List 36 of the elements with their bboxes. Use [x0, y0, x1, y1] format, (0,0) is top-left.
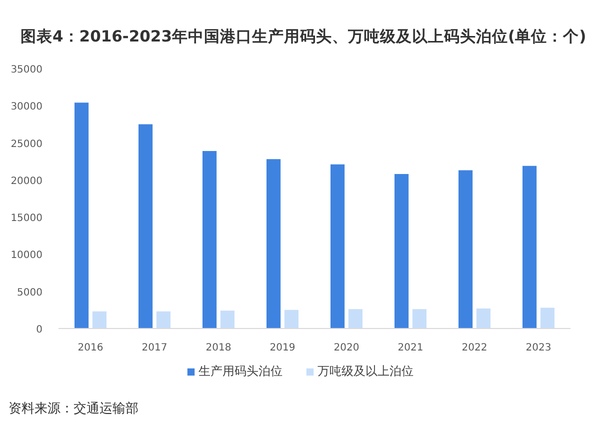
bar: [348, 309, 362, 328]
y-tick-label: 35000: [10, 64, 42, 76]
y-tick-label: 10000: [10, 250, 42, 262]
x-tick-label: 2019: [270, 342, 296, 354]
bar: [202, 150, 217, 328]
bar: [220, 310, 234, 328]
x-tick-label: 2016: [78, 342, 104, 354]
bar: [138, 124, 153, 328]
bar: [284, 310, 298, 328]
x-tick-label: 2023: [526, 342, 552, 354]
legend-label: 万吨级及以上泊位: [318, 363, 414, 380]
chart-title: 图表4：2016-2023年中国港口生产用码头、万吨级及以上码头泊位(单位：个): [20, 28, 586, 46]
x-tick-label: 2022: [462, 342, 488, 354]
x-tick-label: 2017: [142, 342, 168, 354]
bar: [458, 170, 473, 328]
bar: [92, 311, 106, 328]
x-tick-label: 2021: [398, 342, 424, 354]
bar: [540, 308, 554, 328]
bar: [522, 166, 537, 328]
bar: [412, 309, 426, 328]
y-tick-label: 25000: [10, 138, 42, 150]
x-tick-label: 2020: [334, 342, 360, 354]
bar: [266, 159, 281, 328]
bar: [476, 308, 490, 328]
y-tick-label: 0: [36, 324, 43, 336]
bar: [74, 102, 89, 328]
y-tick-label: 30000: [10, 102, 42, 113]
bar: [394, 174, 409, 328]
x-tick-label: 2018: [206, 342, 232, 354]
text: 资料来源：交通运输部: [8, 400, 138, 416]
y-tick-label: 5000: [17, 287, 43, 298]
legend-label: 生产用码头泊位: [198, 363, 282, 380]
bar: [330, 164, 345, 328]
y-tick-label: 15000: [10, 213, 42, 224]
y-tick-label: 20000: [10, 176, 42, 187]
bar: [156, 311, 170, 328]
